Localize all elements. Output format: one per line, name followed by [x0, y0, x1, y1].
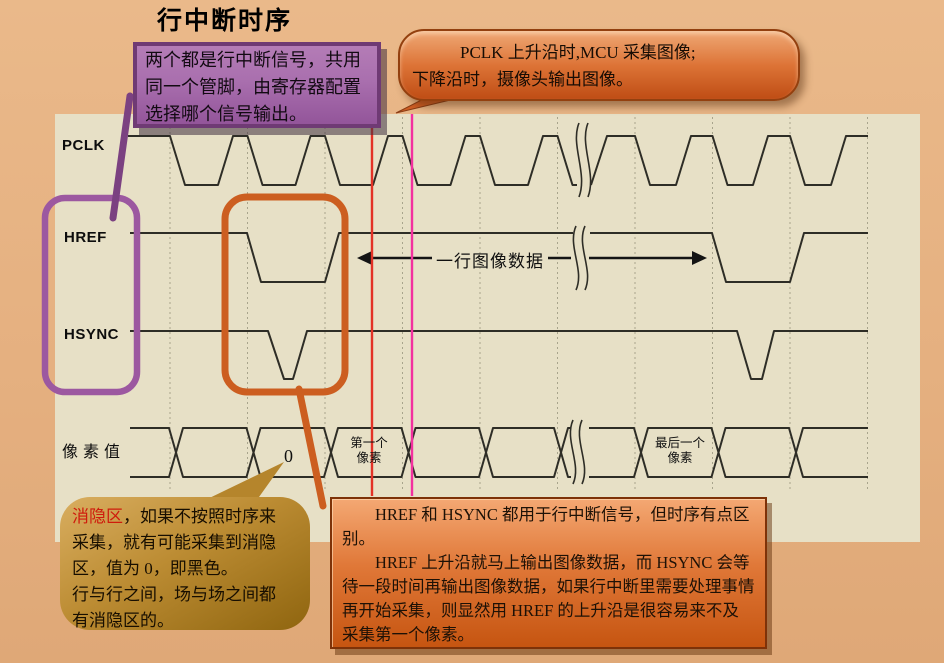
break-marks — [569, 122, 592, 485]
last-pixel-label: 最后一个 像素 — [654, 436, 705, 465]
page-title: 行中断时序 — [157, 7, 293, 35]
shared-pin-note: 两个都是行中断信号，共用 同一个管脚，由寄存器配置 选择哪个信号输出。 — [133, 42, 381, 128]
href-hsync-note: HREF 和 HSYNC 都用于行中断信号，但时序有点区别。 HREF 上升沿就… — [330, 497, 767, 649]
blank-pixel-value: 0 — [284, 446, 293, 466]
purple-callout-tail — [109, 92, 134, 222]
pixel-bus-waveform-top — [130, 427, 868, 478]
line-data-arrow — [357, 251, 707, 265]
pixel-bus-waveform-bottom — [130, 427, 868, 478]
pclk-edge-note: PCLK 上升沿时,MCU 采集图像; 下降沿时，摄像头输出图像。 — [398, 29, 800, 101]
hsync-waveform — [130, 330, 868, 380]
line-data-arrow-label: 一行图像数据 — [436, 252, 544, 271]
hsync-label: HSYNC — [64, 326, 120, 343]
pclk-waveform — [128, 135, 868, 186]
pixel-value-label: 像 素 值 — [62, 444, 121, 461]
orange-callout-tail — [295, 385, 327, 510]
grid-lines — [169, 117, 868, 492]
blanking-callout-tail — [197, 462, 284, 504]
blanking-note: 消隐区，如果不按照时序来 采集，就有可能采集到消隐 区，值为 0，即黑色。 行与… — [60, 497, 310, 630]
first-pixel-label: 第一个 像素 — [350, 436, 388, 465]
blanking-highlight: 消隐区 — [72, 507, 123, 526]
pulse-compare-outline — [221, 193, 349, 396]
href-label: HREF — [64, 229, 107, 246]
href-hsync-group-outline — [41, 194, 141, 396]
pclk-label: PCLK — [62, 137, 105, 154]
